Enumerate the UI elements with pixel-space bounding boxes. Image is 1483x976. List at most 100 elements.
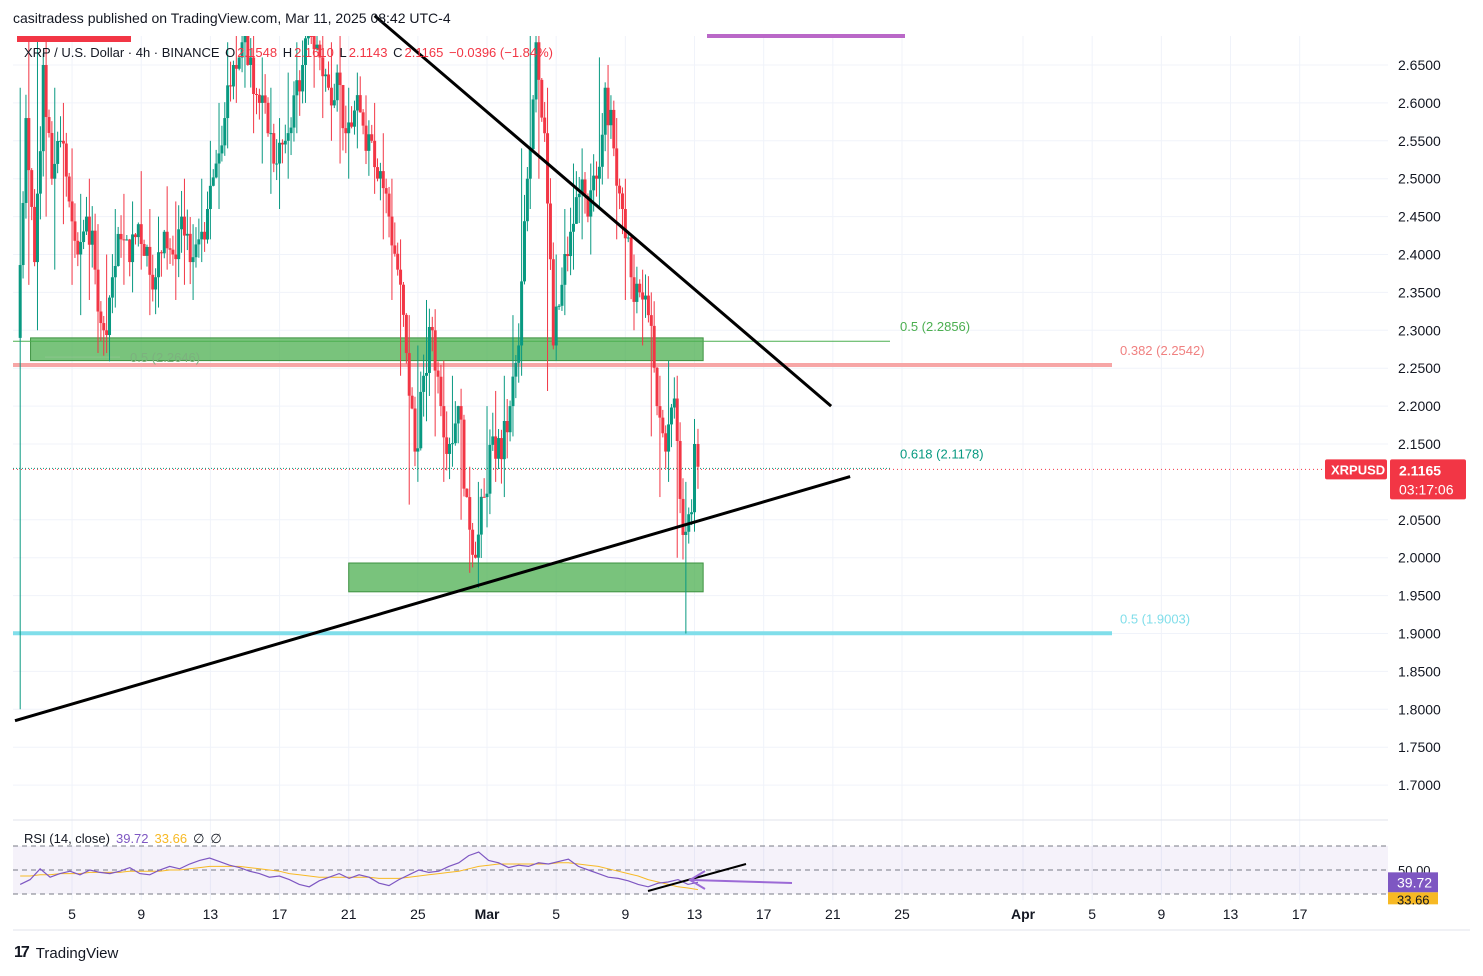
candle-body xyxy=(226,85,230,119)
candle-body xyxy=(292,95,296,128)
time-tick-label: 13 xyxy=(1223,906,1239,922)
candle-body xyxy=(96,269,100,312)
footer-brand[interactable]: 17 TradingView xyxy=(14,944,118,962)
candle-body xyxy=(329,87,333,106)
candle-body xyxy=(430,326,434,331)
fib-label: 0.5 (2.2646) xyxy=(130,350,200,365)
candle-body xyxy=(543,117,547,134)
candle-body xyxy=(471,529,475,555)
candle-body xyxy=(560,284,564,306)
candle-body xyxy=(468,497,472,530)
candle-body xyxy=(373,140,377,168)
candle-body xyxy=(367,134,371,151)
candle-body xyxy=(404,314,408,354)
candle-body xyxy=(433,330,437,371)
candle-body xyxy=(473,554,477,558)
time-tick-label: 9 xyxy=(621,906,629,922)
candle-body xyxy=(56,141,60,164)
candle-body xyxy=(119,233,123,240)
candle-body xyxy=(289,127,293,134)
candle-body xyxy=(203,231,207,240)
price-tick-label: 2.5000 xyxy=(1398,171,1441,187)
candle-body xyxy=(439,376,443,407)
candle-body xyxy=(116,233,120,267)
rsi-line xyxy=(19,851,699,888)
candle-body xyxy=(364,125,368,151)
candle-body xyxy=(684,531,688,535)
time-axis[interactable]: 5 9 13 17 21 25 Mar 5 9 13 17 21 25 Apr 5 9 13 17 xyxy=(68,906,1308,922)
candle-body xyxy=(341,85,345,129)
candle-body xyxy=(416,448,420,452)
candle-body xyxy=(376,167,380,179)
candle-body xyxy=(664,433,668,452)
candle-body xyxy=(574,197,578,224)
candle-body xyxy=(301,65,305,92)
symbol-legend[interactable]: XRP / U.S. Dollar · 4h · BINANCE O 2.1548… xyxy=(24,45,555,60)
candle-body xyxy=(399,269,403,285)
fib-label: 0.618 (2.1178) xyxy=(900,446,984,461)
symbol-title[interactable]: XRP / U.S. Dollar · 4h · BINANCE xyxy=(24,45,220,60)
candle-body xyxy=(266,102,270,134)
candle-body xyxy=(217,153,221,164)
candle-body xyxy=(499,438,503,460)
candle-body xyxy=(393,245,397,254)
candle-body xyxy=(589,190,593,217)
candle-body xyxy=(571,223,575,232)
candle-body xyxy=(347,122,351,134)
candle-body xyxy=(243,36,247,43)
candle-body xyxy=(105,330,109,336)
candle-body xyxy=(27,118,31,171)
price-tick-label: 1.7500 xyxy=(1398,739,1441,755)
candle-body xyxy=(234,65,238,69)
rsi-ma-line xyxy=(20,862,699,891)
candle-body xyxy=(445,437,449,454)
candle-body xyxy=(522,221,526,282)
candle-body xyxy=(324,74,328,77)
candle-body xyxy=(681,498,685,535)
candle-body xyxy=(257,94,261,103)
rsi-extra-1: ∅ xyxy=(193,831,205,846)
candle-body xyxy=(249,57,253,65)
candle-body xyxy=(632,277,636,302)
rsi-label[interactable]: RSI (14, close) xyxy=(24,831,110,846)
candle-body xyxy=(655,367,659,407)
low-label: L xyxy=(339,45,347,60)
candle-body xyxy=(90,230,94,245)
candle-body xyxy=(384,188,388,194)
candle-body xyxy=(436,370,440,377)
candle-body xyxy=(82,231,86,243)
candle-body xyxy=(128,239,132,263)
price-tick-label: 2.5500 xyxy=(1398,133,1441,149)
candle-body xyxy=(200,231,204,240)
candle-body xyxy=(635,283,639,302)
candle-body xyxy=(551,259,555,346)
candle-body xyxy=(237,57,241,69)
time-tick-label: 25 xyxy=(894,906,910,922)
candle-body xyxy=(422,375,426,392)
candle-body xyxy=(652,325,656,368)
candle-body xyxy=(194,244,198,258)
price-axis[interactable]: 2.6500 2.6000 2.5500 2.5000 2.4500 2.4000 2.35… xyxy=(1325,57,1466,793)
candle-body xyxy=(327,74,331,88)
fib-label: 0.5 (1.9003) xyxy=(1120,611,1190,626)
candle-body xyxy=(514,362,518,377)
candle-body xyxy=(381,171,385,189)
price-tick-label: 2.0500 xyxy=(1398,512,1441,528)
rsi-legend[interactable]: RSI (14, close) 39.72 33.66 ∅ ∅ xyxy=(24,831,222,847)
candle-body xyxy=(459,406,463,420)
candle-body xyxy=(425,372,429,376)
symbol-ticker-text: XRPUSD xyxy=(1331,462,1385,477)
candle-body xyxy=(546,133,550,204)
candle-body xyxy=(609,109,613,126)
candle-body xyxy=(335,72,339,101)
candle-body xyxy=(577,193,581,198)
candle-body xyxy=(246,36,250,65)
candle-body xyxy=(378,171,382,179)
candle-body xyxy=(456,406,460,424)
rsi-divergence-line xyxy=(647,863,747,892)
candle-body xyxy=(534,42,538,100)
rsi-ma-value: 33.66 xyxy=(154,831,188,846)
arrow-head-icon xyxy=(688,870,706,890)
